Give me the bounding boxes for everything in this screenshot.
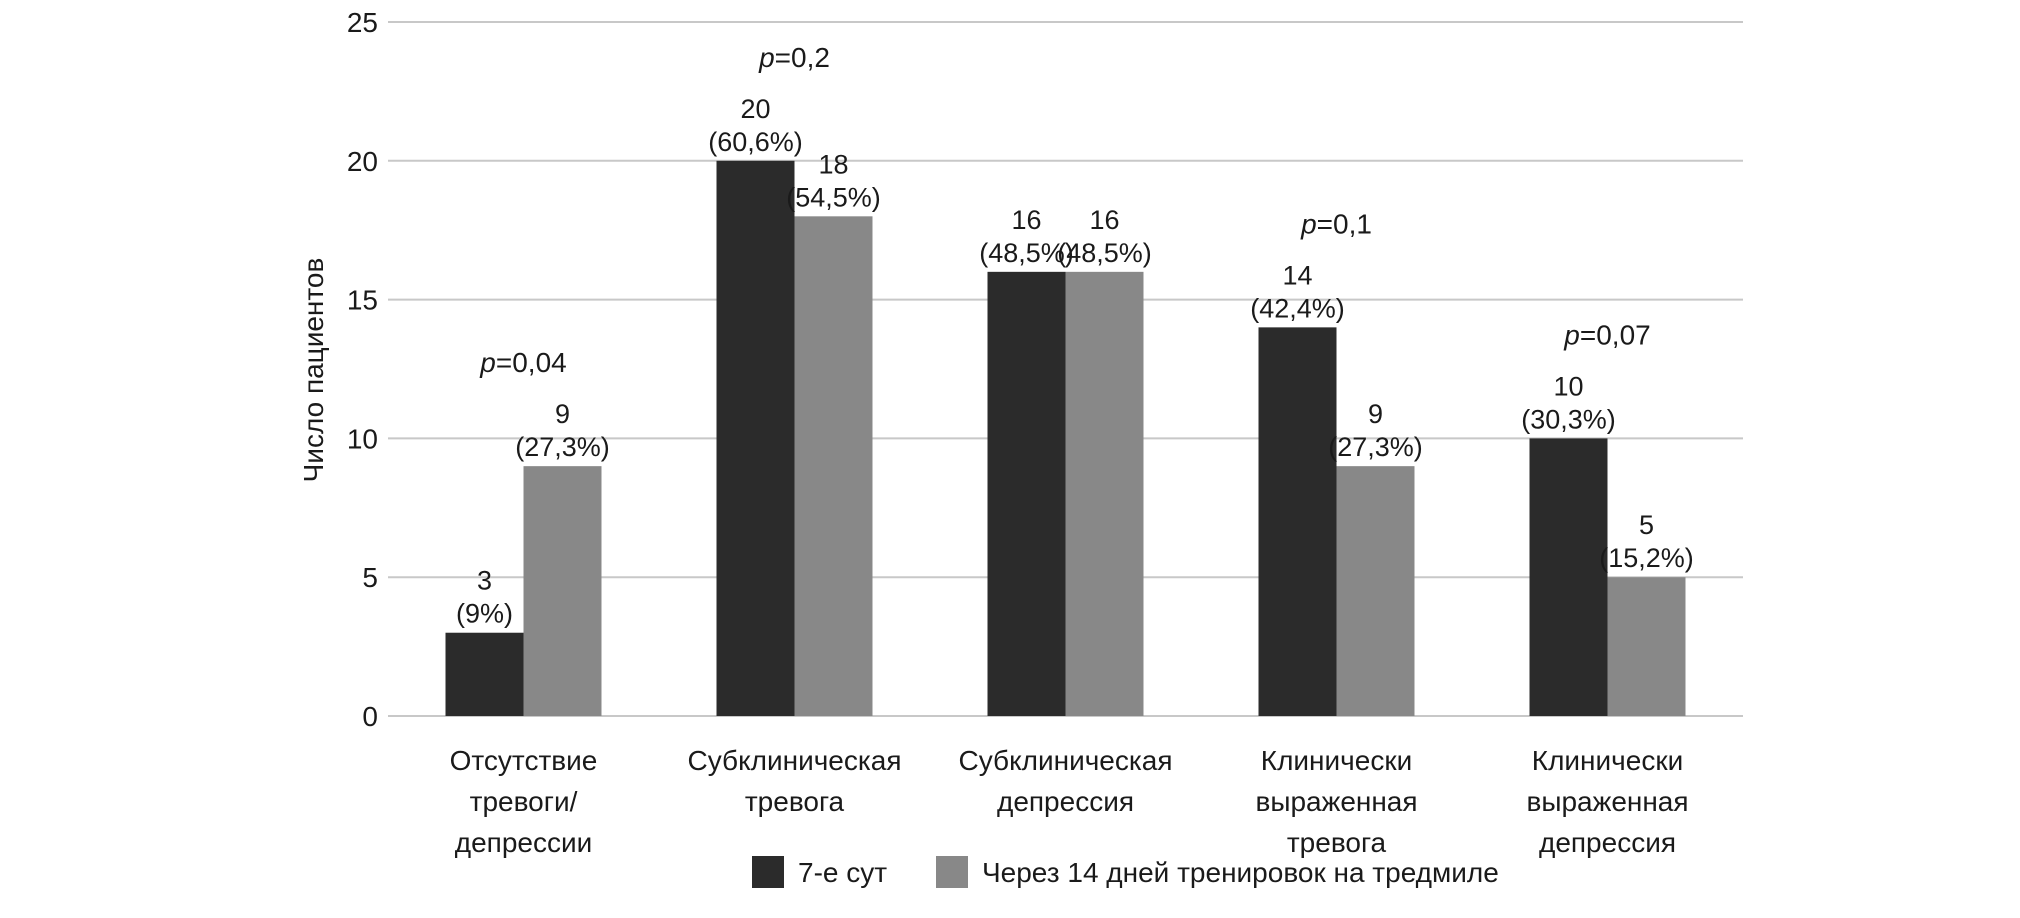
y-axis-title-group: Число пациентов bbox=[298, 258, 329, 483]
data-labels: 3(9%)9(27,3%)20(60,6%)18(54,5%)16(48,5%)… bbox=[456, 42, 1694, 629]
p-value-annotation: p=0,07 bbox=[1563, 319, 1650, 350]
data-label: 20 bbox=[740, 94, 770, 124]
y-tick-labels: 0 5 10 15 20 25 bbox=[347, 7, 378, 732]
bar-series1-cat5 bbox=[1529, 438, 1608, 716]
legend-swatch-series2 bbox=[936, 856, 968, 888]
data-label: 10 bbox=[1553, 371, 1583, 401]
data-label: 9 bbox=[555, 399, 570, 429]
data-label: (48,5%) bbox=[979, 238, 1074, 268]
x-category-label: выраженная bbox=[1526, 786, 1688, 817]
p-value: =0,07 bbox=[1580, 319, 1651, 350]
p-value-annotation: p=0,2 bbox=[758, 42, 830, 73]
bar-series2-cat1 bbox=[523, 466, 602, 716]
data-label: (30,3%) bbox=[1521, 404, 1616, 434]
legend: 7-е сут Через 14 дней тренировок на тредм… bbox=[752, 856, 1499, 888]
x-category-label: выраженная bbox=[1255, 786, 1417, 817]
bar-series2-cat3 bbox=[1065, 271, 1144, 716]
bar-series2-cat5 bbox=[1607, 577, 1686, 716]
x-category-labels: Отсутствие тревоги/депрессии Субклиническа… bbox=[450, 745, 1689, 858]
p-symbol: p bbox=[758, 42, 775, 73]
data-label: (9%) bbox=[456, 599, 513, 629]
y-tick-label: 5 bbox=[362, 562, 378, 593]
x-category-label: тревоги/ bbox=[470, 786, 578, 817]
data-label: 14 bbox=[1282, 260, 1312, 290]
data-label: (48,5%) bbox=[1057, 238, 1152, 268]
bar-series2-cat4 bbox=[1336, 466, 1415, 716]
bar-series2-cat2 bbox=[794, 216, 873, 716]
legend-label-series1: 7-е сут bbox=[798, 857, 887, 888]
data-label: 9 bbox=[1368, 399, 1383, 429]
x-category-label: Субклиническая bbox=[688, 745, 902, 776]
bar-series1-cat4 bbox=[1258, 327, 1337, 716]
legend-label-series2: Через 14 дней тренировок на тредмиле bbox=[982, 857, 1499, 888]
x-category-label: депрессия bbox=[1539, 827, 1676, 858]
data-label: 3 bbox=[477, 566, 492, 596]
bar-series1-cat3 bbox=[987, 271, 1066, 716]
bar-series1-cat2 bbox=[716, 160, 795, 717]
y-tick-label: 25 bbox=[347, 7, 378, 38]
x-category-label: депрессия bbox=[997, 786, 1134, 817]
bar-series1-cat1 bbox=[445, 632, 524, 716]
p-symbol: p bbox=[1300, 208, 1317, 239]
data-label: (27,3%) bbox=[515, 432, 610, 462]
data-label: 18 bbox=[818, 149, 848, 179]
y-tick-label: 15 bbox=[347, 285, 378, 316]
p-value-annotation: p=0,1 bbox=[1300, 208, 1372, 239]
x-category-label: Клинически bbox=[1532, 745, 1683, 776]
data-label: (42,4%) bbox=[1250, 293, 1345, 323]
data-label: (54,5%) bbox=[786, 182, 881, 212]
p-value: =0,1 bbox=[1317, 208, 1372, 239]
p-symbol: p bbox=[479, 347, 496, 378]
x-category-label: Субклиническая bbox=[959, 745, 1173, 776]
y-axis-title: Число пациентов bbox=[298, 258, 329, 483]
y-tick-label: 20 bbox=[347, 146, 378, 177]
p-value: =0,04 bbox=[496, 347, 567, 378]
data-label: 16 bbox=[1011, 205, 1041, 235]
x-category-label: Клинически bbox=[1261, 745, 1412, 776]
p-value-annotation: p=0,04 bbox=[479, 347, 566, 378]
data-label: (60,6%) bbox=[708, 127, 803, 157]
x-category-label: тревога bbox=[1287, 827, 1387, 858]
y-tick-label: 10 bbox=[347, 423, 378, 454]
p-value: =0,2 bbox=[775, 42, 830, 73]
data-label: 16 bbox=[1089, 205, 1119, 235]
p-symbol: p bbox=[1563, 319, 1580, 350]
bars bbox=[445, 160, 1686, 717]
data-label: (15,2%) bbox=[1599, 543, 1694, 573]
x-category-label: тревога bbox=[745, 786, 845, 817]
data-label: 5 bbox=[1639, 510, 1654, 540]
x-category-label: депрессии bbox=[455, 827, 593, 858]
legend-swatch-series1 bbox=[752, 856, 784, 888]
y-tick-label: 0 bbox=[362, 701, 378, 732]
data-label: (27,3%) bbox=[1328, 432, 1423, 462]
x-category-label: Отсутствие bbox=[450, 745, 598, 776]
